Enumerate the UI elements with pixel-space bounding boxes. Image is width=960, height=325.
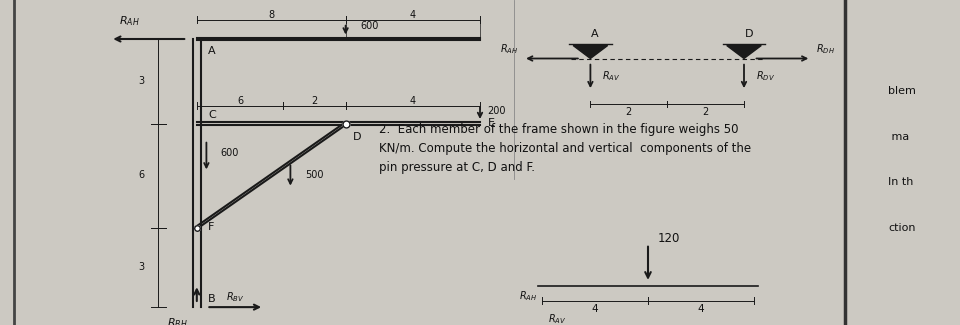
Text: 200: 200 xyxy=(488,106,506,115)
Text: 600: 600 xyxy=(360,21,378,31)
Text: 8: 8 xyxy=(268,10,275,20)
Text: 3: 3 xyxy=(138,76,144,86)
Text: C: C xyxy=(208,110,216,120)
Text: 4: 4 xyxy=(592,304,598,314)
Text: 6: 6 xyxy=(138,171,144,180)
Text: 4: 4 xyxy=(698,304,704,314)
Text: ction: ction xyxy=(888,223,916,232)
Text: 4: 4 xyxy=(410,96,416,106)
Text: D: D xyxy=(745,29,753,39)
Polygon shape xyxy=(727,46,761,58)
Text: E: E xyxy=(488,119,494,128)
Text: 2.  Each member of the frame shown in the figure weighs 50
KN/m. Compute the hor: 2. Each member of the frame shown in the… xyxy=(379,124,752,174)
Text: In th: In th xyxy=(888,177,913,187)
Text: 6: 6 xyxy=(237,96,243,106)
Text: 2: 2 xyxy=(626,107,632,117)
Text: 500: 500 xyxy=(305,171,324,180)
Text: blem: blem xyxy=(888,86,916,96)
Text: 3: 3 xyxy=(138,262,144,272)
Text: $R_{AV}$: $R_{AV}$ xyxy=(547,312,566,325)
Text: $R_{AH}$: $R_{AH}$ xyxy=(519,289,538,303)
Text: F: F xyxy=(208,223,215,232)
Text: $R_{BV}$: $R_{BV}$ xyxy=(226,291,244,304)
Text: A: A xyxy=(591,29,599,39)
Text: A: A xyxy=(208,46,216,56)
Polygon shape xyxy=(573,46,608,58)
Text: 4: 4 xyxy=(410,10,416,20)
Text: 2: 2 xyxy=(703,107,708,117)
Text: 600: 600 xyxy=(221,148,239,158)
Text: 120: 120 xyxy=(658,232,680,245)
Text: $R_{AV}$: $R_{AV}$ xyxy=(602,70,620,83)
Text: $R_{AH}$: $R_{AH}$ xyxy=(119,14,140,28)
Text: 2: 2 xyxy=(311,96,318,106)
Text: ma: ma xyxy=(888,132,909,141)
Text: $R_{DH}$: $R_{DH}$ xyxy=(816,42,835,56)
Text: $R_{BH}$: $R_{BH}$ xyxy=(167,317,188,325)
Text: D: D xyxy=(353,132,362,142)
Text: $R_{DV}$: $R_{DV}$ xyxy=(756,70,775,83)
Text: B: B xyxy=(208,294,216,304)
Text: $R_{AH}$: $R_{AH}$ xyxy=(500,42,518,56)
